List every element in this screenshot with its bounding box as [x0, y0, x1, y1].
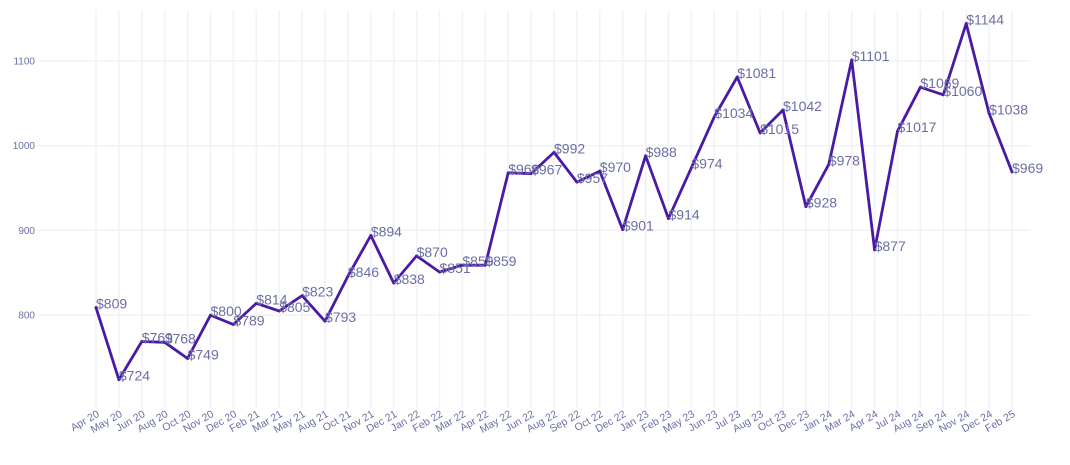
- series-line-layer: [94, 22, 1014, 382]
- data-label: $749: [188, 346, 219, 362]
- data-point: [300, 294, 304, 298]
- data-point: [598, 169, 602, 173]
- data-label: $894: [371, 224, 402, 240]
- data-point: [919, 85, 922, 89]
- data-point: [781, 108, 785, 112]
- data-point: [277, 309, 281, 313]
- data-point: [346, 274, 350, 278]
- data-point: [209, 313, 212, 317]
- data-label: $838: [394, 271, 425, 287]
- data-point: [1010, 170, 1014, 174]
- data-point: [873, 248, 876, 252]
- data-label: $978: [829, 152, 860, 168]
- data-label: $800: [211, 303, 242, 319]
- data-label: $814: [256, 291, 287, 307]
- data-point: [186, 357, 190, 360]
- data-point: [506, 171, 510, 175]
- data-label: $877: [875, 238, 906, 254]
- data-point: [461, 263, 464, 267]
- data-label: $967: [531, 162, 562, 178]
- data-label: $1034: [714, 105, 753, 121]
- data-point: [369, 234, 373, 237]
- data-point: [896, 129, 899, 133]
- data-point: [712, 115, 716, 119]
- data-point: [232, 323, 235, 326]
- data-point: [850, 58, 854, 62]
- data-point: [323, 319, 327, 323]
- data-point: [735, 75, 739, 79]
- data-point: [529, 172, 533, 176]
- data-label: $968: [508, 161, 539, 177]
- y-tick-label: 1100: [13, 56, 35, 67]
- data-label: $769: [142, 330, 173, 346]
- data-label: $859: [485, 253, 516, 269]
- data-point: [621, 228, 625, 231]
- data-point: [163, 340, 167, 344]
- data-label: $1081: [737, 65, 776, 81]
- data-point: [438, 270, 441, 274]
- data-label: $974: [691, 156, 722, 172]
- data-point: [575, 180, 579, 184]
- data-label: $970: [600, 159, 631, 175]
- data-point: [690, 166, 693, 170]
- y-tick-label: 1000: [13, 141, 36, 152]
- data-point: [941, 93, 945, 97]
- data-label: $789: [233, 313, 264, 329]
- data-label: $851: [440, 260, 471, 276]
- data-point: [667, 217, 670, 220]
- y-tick-label: 800: [18, 311, 35, 322]
- data-point: [987, 112, 991, 115]
- data-label: $914: [669, 207, 700, 223]
- data-label: $859: [462, 253, 493, 269]
- grid: [38, 10, 1030, 408]
- y-axis-ticks: 800 900 1000 1100: [13, 56, 36, 321]
- data-label: $1060: [943, 83, 982, 99]
- data-label: $1101: [852, 48, 890, 64]
- data-point: [392, 281, 396, 285]
- data-label: $992: [554, 140, 585, 156]
- data-point: [117, 378, 121, 382]
- data-label: $846: [348, 264, 379, 280]
- data-point: [804, 205, 808, 209]
- data-point: [483, 263, 487, 267]
- data-label: $724: [119, 368, 150, 384]
- data-point: [415, 254, 418, 258]
- data-point: [94, 306, 98, 309]
- data-label: $870: [417, 244, 448, 260]
- data-label: $1017: [898, 119, 937, 135]
- data-label: $1038: [989, 101, 1028, 117]
- y-tick-label: 900: [18, 226, 35, 237]
- data-label: $988: [646, 144, 677, 160]
- data-label: $793: [325, 309, 356, 325]
- data-point: [964, 22, 968, 25]
- data-label: $768: [165, 330, 196, 346]
- data-label: $957: [577, 170, 608, 186]
- data-label: $1144: [966, 12, 1004, 28]
- data-label: $1042: [783, 98, 822, 114]
- data-point: [758, 131, 762, 135]
- data-label: $1015: [760, 121, 799, 137]
- data-point: [140, 340, 144, 343]
- data-label: $928: [806, 195, 837, 211]
- data-point: [644, 154, 647, 158]
- data-label: $969: [1012, 160, 1043, 176]
- data-label: $1069: [920, 75, 959, 91]
- data-point: [254, 301, 258, 305]
- data-label: $805: [279, 299, 310, 315]
- data-label: $823: [302, 284, 333, 300]
- data-point: [552, 151, 556, 154]
- data-point: [827, 162, 831, 166]
- data-label: $809: [96, 296, 127, 312]
- data-labels: $809 $724 $769$768$749 $800$789 $814$805$823…: [96, 12, 1043, 384]
- data-label: $901: [623, 218, 654, 234]
